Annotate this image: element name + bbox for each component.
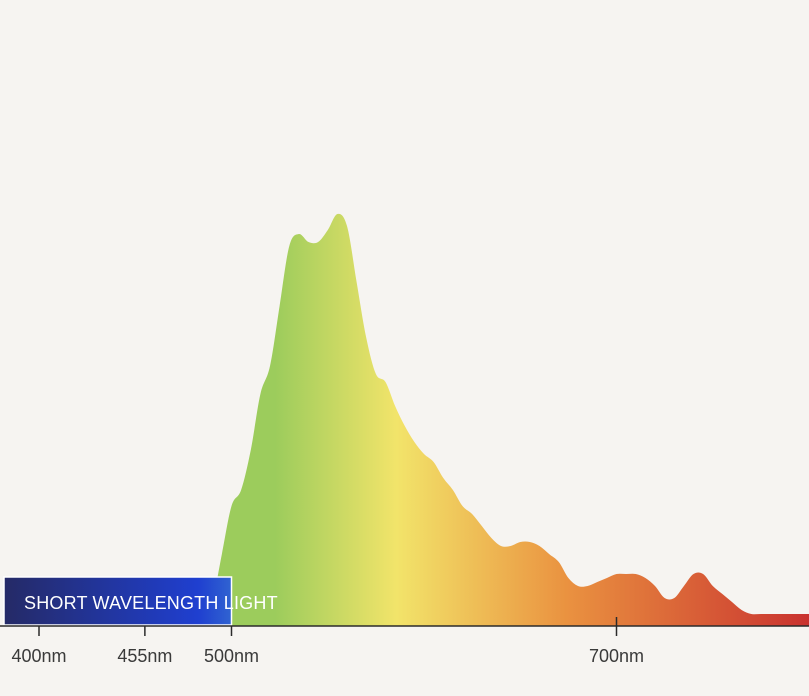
x-axis-ticks: 400nm 455nm 500nm 700nm xyxy=(11,617,644,666)
short-wavelength-band: SHORT WAVELENGTH LIGHT xyxy=(3,576,278,626)
spectrum-curve-area xyxy=(202,213,809,626)
short-wavelength-label: SHORT WAVELENGTH LIGHT xyxy=(24,593,278,613)
x-tick-label: 455nm xyxy=(117,646,172,666)
short-wavelength-band-bar xyxy=(3,576,233,626)
x-tick-label: 700nm xyxy=(589,646,644,666)
x-tick-label: 400nm xyxy=(11,646,66,666)
x-tick-label: 500nm xyxy=(204,646,259,666)
